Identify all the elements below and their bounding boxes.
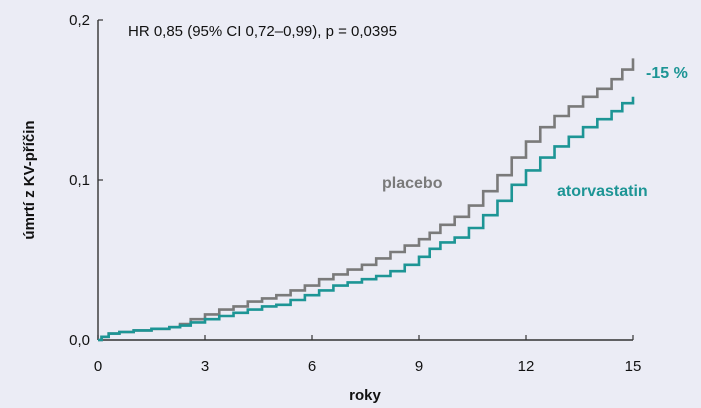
reduction-label: -15 % bbox=[646, 65, 688, 82]
tick-group: 0 3 6 9 12 15 0,0 0,1 0,2 bbox=[69, 12, 641, 375]
hr-annotation: HR 0,85 (95% CI 0,72–0,99), p = 0,0395 bbox=[128, 23, 397, 40]
y-tick-label: 0,0 bbox=[69, 332, 90, 349]
y-tick-label: 0,2 bbox=[69, 12, 90, 29]
x-tick-label: 15 bbox=[625, 358, 642, 375]
axes bbox=[97, 20, 633, 341]
y-axis-title: úmrtí z KV-příčin bbox=[21, 120, 38, 239]
series-line-placebo bbox=[98, 58, 635, 342]
x-tick-label: 6 bbox=[308, 358, 316, 375]
x-tick-label: 3 bbox=[201, 358, 209, 375]
x-tick-label: 9 bbox=[415, 358, 423, 375]
x-axis-title: roky bbox=[349, 387, 381, 404]
series-group bbox=[98, 58, 635, 342]
series-label-placebo: placebo bbox=[382, 175, 443, 192]
x-tick-label: 0 bbox=[94, 358, 102, 375]
series-label-atorvastatin: atorvastatin bbox=[557, 183, 648, 200]
y-tick-label: 0,1 bbox=[69, 172, 90, 189]
x-tick-label: 12 bbox=[518, 358, 535, 375]
series-line-atorvastatin bbox=[98, 96, 635, 342]
